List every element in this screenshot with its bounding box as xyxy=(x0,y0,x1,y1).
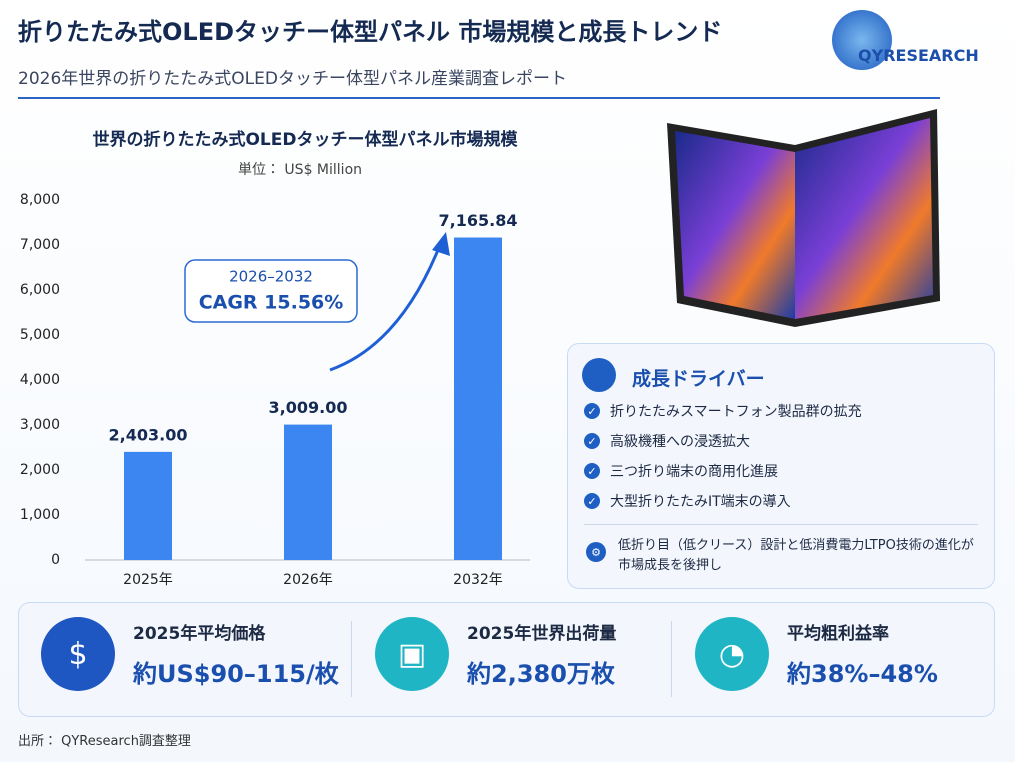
chart: 世界の折りたたみ式OLEDタッチー体型パネル市場規模 単位： US$ Milli… xyxy=(20,129,530,588)
drivers-note: 低折り目（低クリース）設計と低消費電力LTPO技術の進化が市場成長を後押し xyxy=(618,538,974,573)
drivers-title: 成長ドライバー xyxy=(632,368,765,390)
arrow-head xyxy=(432,232,450,256)
cagr-box xyxy=(184,259,358,323)
driver-text: 三つ折り端末の商用化進展 xyxy=(610,464,778,480)
page-title: 折りたたみ式OLEDタッチー体型パネル 市場規模と成長トレンド xyxy=(18,18,723,46)
bar xyxy=(124,451,172,560)
y-tick-label: 5,000 xyxy=(20,327,60,343)
note-icon: ⚙ xyxy=(586,542,606,562)
driver-item: ✓ 大型折りたたみIT端末の導入 xyxy=(584,486,862,516)
stat-label: 2025年平均価格 xyxy=(133,624,266,644)
stat-divider xyxy=(351,621,352,697)
check-icon: ✓ xyxy=(584,493,600,509)
tablet-illustration xyxy=(667,109,940,327)
value-label: 3,009.00 xyxy=(269,398,348,417)
driver-item: ✓ 高級機種への浸透拡大 xyxy=(584,426,862,456)
driver-item: ✓ 三つ折り端末の商用化進展 xyxy=(584,456,862,486)
driver-text: 高級機種への浸透拡大 xyxy=(610,434,750,450)
check-icon: ✓ xyxy=(584,433,600,449)
x-tick-label: 2032年 xyxy=(453,572,503,588)
source: 出所： QYResearch調査整理 xyxy=(18,734,191,749)
y-tick-label: 0 xyxy=(51,552,60,568)
cagr-text: CAGR 15.56% xyxy=(199,292,344,314)
drivers-icon xyxy=(582,358,616,392)
stat: $2025年平均価格約US$90–115/枚 xyxy=(41,617,339,691)
stat-value: 約US$90–115/枚 xyxy=(133,660,339,688)
growth-arrow xyxy=(329,244,442,372)
bar xyxy=(284,424,332,560)
drivers-card: 成長ドライバー ✓ 折りたたみスマートフォン製品群の拡充 ✓ 高級機種への浸透拡大 ✓ 三… xyxy=(567,343,995,589)
divider xyxy=(18,97,940,99)
tablet-screen-right xyxy=(795,118,933,319)
stat-value: 約38%–48% xyxy=(787,660,938,688)
y-tick-label: 8,000 xyxy=(20,192,60,208)
cagr-period: 2026–2032 xyxy=(229,268,313,286)
driver-text: 大型折りたたみIT端末の導入 xyxy=(610,494,791,510)
stat-divider xyxy=(671,621,672,697)
page-subtitle: 2026年世界の折りたたみ式OLEDタッチー体型パネル産業調査レポート xyxy=(18,69,567,89)
y-tick-label: 4,000 xyxy=(20,372,60,388)
drivers-list: ✓ 折りたたみスマートフォン製品群の拡充 ✓ 高級機種への浸透拡大 ✓ 三つ折り端末の商用… xyxy=(584,396,862,516)
stat: ▣ 2025年世界出荷量約2,380万枚 xyxy=(375,617,616,691)
driver-text: 折りたたみスマートフォン製品群の拡充 xyxy=(610,404,862,420)
y-tick-label: 7,000 xyxy=(20,237,60,253)
stat: ◔ 平均粗利益率約38%–48% xyxy=(695,617,938,691)
stat-icon: ◔ xyxy=(695,617,769,691)
stat-icon: ▣ xyxy=(375,617,449,691)
check-icon: ✓ xyxy=(584,463,600,479)
stat-text: 平均粗利益率約38%–48% xyxy=(787,619,938,689)
chart-subtitle: 単位： US$ Million xyxy=(238,162,362,178)
stat-text: 2025年平均価格約US$90–115/枚 xyxy=(133,619,339,689)
driver-item: ✓ 折りたたみスマートフォン製品群の拡充 xyxy=(584,396,862,426)
y-tick-label: 2,000 xyxy=(20,462,60,478)
logo-text: QYRESEARCH xyxy=(858,46,979,65)
x-tick-label: 2025年 xyxy=(123,572,173,588)
check-icon: ✓ xyxy=(584,403,600,419)
stat-label: 2025年世界出荷量 xyxy=(467,624,617,644)
value-label: 7,165.84 xyxy=(439,211,518,230)
logo-globe xyxy=(832,10,892,70)
y-tick-label: 3,000 xyxy=(20,417,60,433)
stat-value: 約2,380万枚 xyxy=(467,660,615,688)
value-label: 2,403.00 xyxy=(109,425,188,444)
tablet-screen-left xyxy=(675,131,795,319)
stat-text: 2025年世界出荷量約2,380万枚 xyxy=(467,619,616,689)
stats-card: $2025年平均価格約US$90–115/枚 ▣ 2025年世界出荷量約2,380万… xyxy=(18,602,995,717)
bar xyxy=(454,237,502,560)
stat-icon: $ xyxy=(41,617,115,691)
y-tick-label: 1,000 xyxy=(20,507,60,523)
chart-title: 世界の折りたたみ式OLEDタッチー体型パネル市場規模 xyxy=(92,129,518,150)
x-tick-label: 2026年 xyxy=(283,572,333,588)
y-tick-label: 6,000 xyxy=(20,282,60,298)
stat-label: 平均粗利益率 xyxy=(787,624,889,644)
note-divider xyxy=(584,524,978,525)
